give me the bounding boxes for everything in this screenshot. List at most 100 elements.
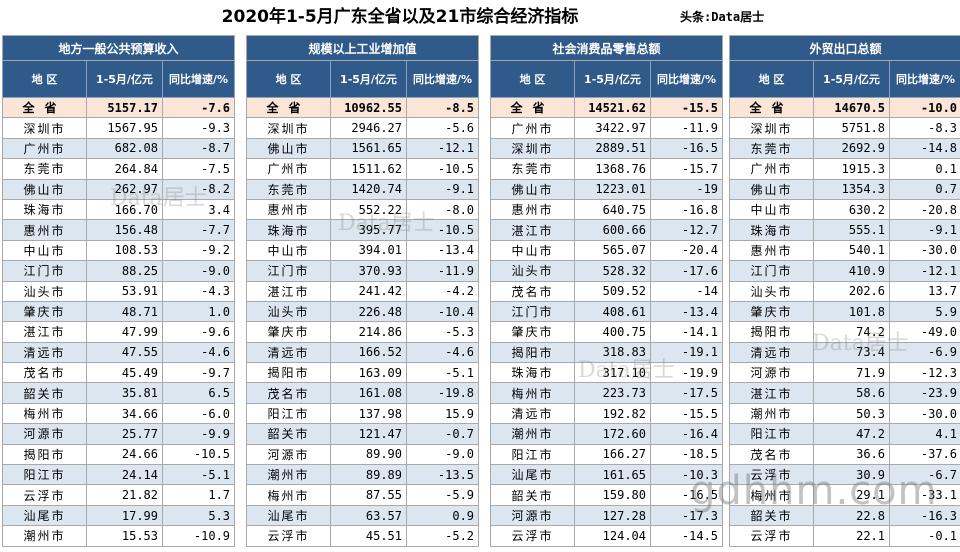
region-cell: 茂名市 bbox=[2, 362, 87, 384]
region-cell: 潮州市 bbox=[490, 423, 575, 445]
table-row: 深圳市 5751.8 -8.3 bbox=[729, 117, 960, 139]
region-cell: 惠州市 bbox=[490, 198, 575, 221]
group-header: 外贸出口总额 bbox=[728, 35, 960, 61]
region-cell: 惠州市 bbox=[246, 198, 331, 221]
region-cell: 揭阳市 bbox=[2, 443, 87, 466]
table-row: 东莞市 1420.74 -9.1 bbox=[246, 178, 480, 200]
growth-cell: -16.5 bbox=[649, 137, 724, 160]
value-cell: 166.52 bbox=[330, 341, 407, 364]
table-row: 肇庆市 214.86 -5.3 bbox=[246, 321, 480, 343]
value-cell: 202.6 bbox=[813, 280, 890, 302]
panel-industrial-value: 规模以上工业增加值地 区 1-5月/亿元 同比增速/% 全省 10962.55 -8.5 深… bbox=[245, 35, 480, 552]
growth-cell: -14 bbox=[649, 280, 724, 302]
value-cell: 159.80 bbox=[574, 484, 651, 506]
table-row: 汕头市 202.6 13.7 bbox=[729, 280, 960, 302]
value-cell: 1354.3 bbox=[813, 178, 890, 200]
panel-export-total: 外贸出口总额地 区 1-5月/亿元 同比增速/% 全省 14670.5 -10.0 深圳市 5… bbox=[728, 35, 960, 552]
column-header-growth: 同比增速/% bbox=[405, 60, 480, 98]
value-cell: 540.1 bbox=[813, 239, 890, 262]
growth-cell: -14.5 bbox=[649, 525, 724, 547]
column-header-growth: 同比增速/% bbox=[649, 60, 724, 98]
table-row: 潮州市 172.60 -16.4 bbox=[490, 423, 724, 445]
region-cell: 清远市 bbox=[729, 341, 814, 364]
value-cell: 10962.55 bbox=[330, 96, 407, 119]
column-header-region: 地 区 bbox=[490, 60, 575, 98]
growth-cell: -17.5 bbox=[649, 382, 724, 404]
value-cell: 121.47 bbox=[330, 423, 407, 445]
region-cell: 湛江市 bbox=[729, 382, 814, 404]
region-cell: 湛江市 bbox=[246, 280, 331, 302]
table-row: 惠州市 640.75 -16.8 bbox=[490, 198, 724, 221]
region-cell: 全省 bbox=[490, 96, 575, 119]
region-cell: 阳江市 bbox=[490, 443, 575, 466]
region-cell: 深圳市 bbox=[246, 117, 331, 139]
table-row: 汕头市 53.91 -4.3 bbox=[2, 280, 236, 302]
growth-cell: -13.5 bbox=[405, 464, 480, 486]
growth-cell: 0.9 bbox=[405, 504, 480, 527]
column-header-growth: 同比增速/% bbox=[161, 60, 236, 98]
growth-cell: -0.1 bbox=[888, 525, 960, 547]
region-cell: 梅州市 bbox=[246, 484, 331, 506]
growth-cell: 13.7 bbox=[888, 280, 960, 302]
table-row: 湛江市 600.66 -12.7 bbox=[490, 219, 724, 241]
region-cell: 广州市 bbox=[490, 117, 575, 139]
table-row: 河源市 89.90 -9.0 bbox=[246, 443, 480, 466]
table-row: 潮州市 89.89 -13.5 bbox=[246, 464, 480, 486]
growth-cell: -14.8 bbox=[888, 137, 960, 160]
table-row: 梅州市 29.1 -33.1 bbox=[729, 484, 960, 506]
value-cell: 5751.8 bbox=[813, 117, 890, 139]
value-cell: 137.98 bbox=[330, 402, 407, 425]
value-cell: 50.3 bbox=[813, 402, 890, 425]
table-row: 清远市 166.52 -4.6 bbox=[246, 341, 480, 364]
table-row: 珠海市 395.77 -10.5 bbox=[246, 219, 480, 241]
region-cell: 江门市 bbox=[2, 260, 87, 282]
table-row: 江门市 408.61 -13.4 bbox=[490, 300, 724, 323]
table-row: 广州市 1511.62 -10.5 bbox=[246, 158, 480, 180]
region-cell: 梅州市 bbox=[2, 402, 87, 425]
growth-cell: -12.1 bbox=[405, 137, 480, 160]
value-cell: 192.82 bbox=[574, 402, 651, 425]
region-cell: 云浮市 bbox=[246, 525, 331, 547]
region-cell: 佛山市 bbox=[490, 178, 575, 200]
value-cell: 45.51 bbox=[330, 525, 407, 547]
growth-cell: -9.0 bbox=[405, 443, 480, 466]
table-row: 潮州市 15.53 -10.9 bbox=[2, 525, 236, 547]
value-cell: 1567.95 bbox=[86, 117, 163, 139]
table-row: 肇庆市 101.8 5.9 bbox=[729, 300, 960, 323]
growth-cell: -8.5 bbox=[405, 96, 480, 119]
region-cell: 珠海市 bbox=[2, 198, 87, 221]
value-cell: 63.57 bbox=[330, 504, 407, 527]
table-row: 清远市 192.82 -15.5 bbox=[490, 402, 724, 425]
value-cell: 3422.97 bbox=[574, 117, 651, 139]
growth-cell: 1.0 bbox=[161, 300, 236, 323]
table-row: 清远市 73.4 -6.9 bbox=[729, 341, 960, 364]
value-cell: 14670.5 bbox=[813, 96, 890, 119]
table-row: 惠州市 552.22 -8.0 bbox=[246, 198, 480, 221]
value-cell: 74.2 bbox=[813, 321, 890, 343]
region-cell: 河源市 bbox=[246, 443, 331, 466]
region-cell: 揭阳市 bbox=[490, 341, 575, 364]
table-row: 揭阳市 163.09 -5.1 bbox=[246, 362, 480, 384]
growth-cell: -17.6 bbox=[649, 260, 724, 282]
value-cell: 89.89 bbox=[330, 464, 407, 486]
table-row: 江门市 370.93 -11.9 bbox=[246, 260, 480, 282]
value-cell: 25.77 bbox=[86, 423, 163, 445]
region-cell: 河源市 bbox=[2, 423, 87, 445]
table-row: 揭阳市 74.2 -49.0 bbox=[729, 321, 960, 343]
region-cell: 惠州市 bbox=[729, 239, 814, 262]
value-cell: 509.52 bbox=[574, 280, 651, 302]
region-cell: 汕尾市 bbox=[246, 504, 331, 527]
indicator-table: 社会消费品零售总额地 区 1-5月/亿元 同比增速/% 全省 14521.62 -15.5… bbox=[489, 35, 724, 547]
region-cell: 汕头市 bbox=[490, 260, 575, 282]
value-cell: 14521.62 bbox=[574, 96, 651, 119]
region-cell: 茂名市 bbox=[490, 280, 575, 302]
growth-cell: -5.1 bbox=[405, 362, 480, 384]
region-cell: 深圳市 bbox=[490, 137, 575, 160]
region-cell: 江门市 bbox=[490, 300, 575, 323]
value-cell: 166.27 bbox=[574, 443, 651, 466]
growth-cell: -49.0 bbox=[888, 321, 960, 343]
growth-cell: -16.5 bbox=[649, 484, 724, 506]
region-cell: 茂名市 bbox=[246, 382, 331, 404]
table-row: 深圳市 1567.95 -9.3 bbox=[2, 117, 236, 139]
value-cell: 1561.65 bbox=[330, 137, 407, 160]
